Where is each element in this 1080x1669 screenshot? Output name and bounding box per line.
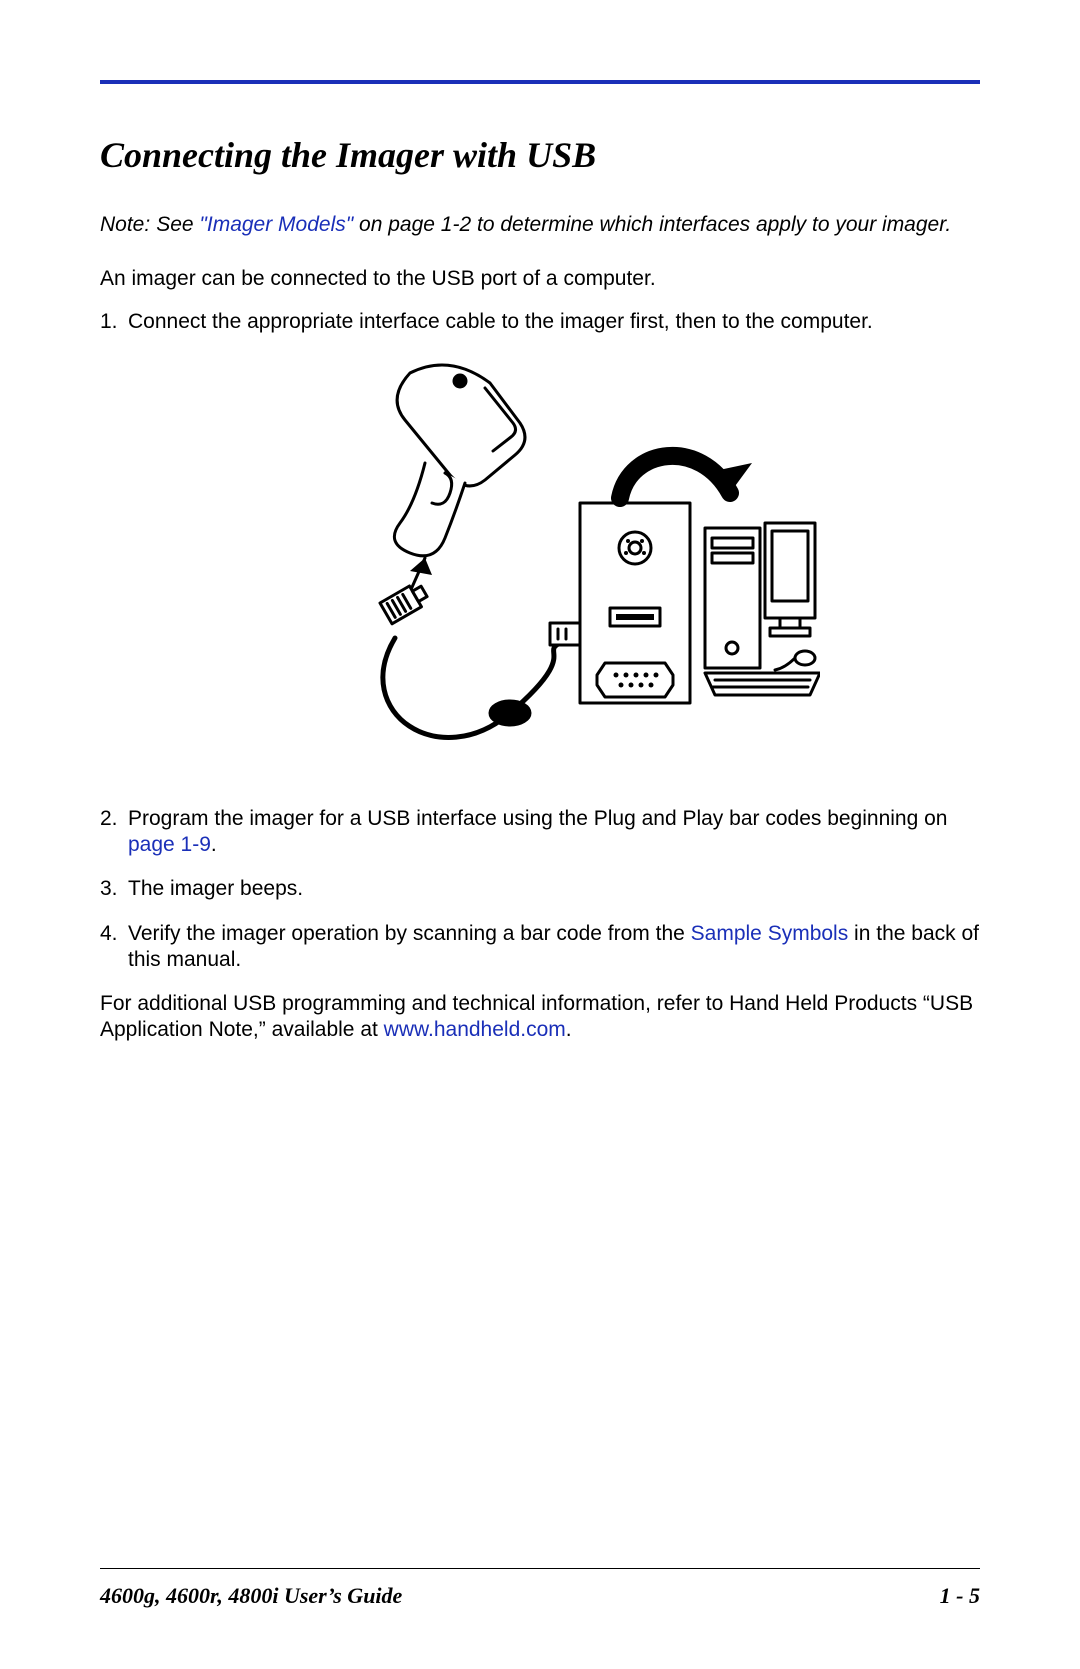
footer-guide-title: 4600g, 4600r, 4800i User’s Guide [100,1583,402,1609]
step-1: 1.Connect the appropriate interface cabl… [100,309,980,335]
step-4: 4.Verify the imager operation by scannin… [100,921,980,974]
note-body: See "Imager Models" on page 1-2 to deter… [156,212,980,238]
page-body: Connecting the Imager with USB Note: See… [100,80,980,1580]
step-3-number: 3. [100,876,128,902]
step-2-pre: Program the imager for a USB interface u… [128,807,947,830]
link-page-1-9[interactable]: page 1-9 [128,833,211,856]
footer-rule [100,1568,980,1569]
note-label: Note: [100,212,156,238]
footer-page-number: 1 - 5 [940,1583,980,1609]
intro-paragraph: An imager can be connected to the USB po… [100,266,980,292]
step-2-number: 2. [100,806,128,832]
step-2: 2.Program the imager for a USB interface… [100,806,980,859]
step-1-number: 1. [100,309,128,335]
step-3-text: The imager beeps. [128,877,303,900]
note-text-pre: See [156,213,199,236]
link-imager-models[interactable]: "Imager Models" [199,213,353,236]
connection-figure [100,353,980,778]
step-2-post: . [211,833,217,856]
step-4-pre: Verify the imager operation by scanning … [128,922,691,945]
step-3: 3.The imager beeps. [100,876,980,902]
note-text-post: on page 1-2 to determine which interface… [353,213,951,236]
link-sample-symbols[interactable]: Sample Symbols [691,922,849,945]
top-rule [100,80,980,84]
link-handheld-com[interactable]: www.handheld.com [384,1018,566,1041]
note-block: Note: See "Imager Models" on page 1-2 to… [100,212,980,238]
usb-connection-illustration-icon [260,353,820,773]
section-heading: Connecting the Imager with USB [100,134,980,176]
page-footer: 4600g, 4600r, 4800i User’s Guide 1 - 5 [100,1568,980,1609]
step-4-number: 4. [100,921,128,947]
outro-post: . [566,1018,572,1041]
step-1-text: Connect the appropriate interface cable … [128,310,873,333]
outro-paragraph: For additional USB programming and techn… [100,991,980,1044]
